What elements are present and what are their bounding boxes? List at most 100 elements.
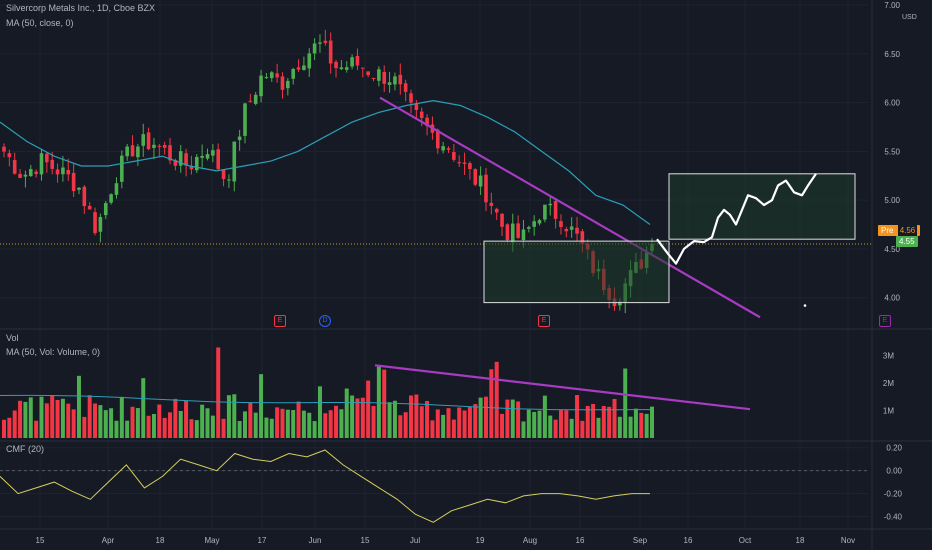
volume-bar — [376, 366, 381, 438]
volume-ma-legend[interactable]: MA (50, Vol: Volume, 0) — [6, 347, 100, 357]
volume-bar — [55, 399, 60, 438]
candle-body — [489, 202, 494, 206]
volume-title[interactable]: Vol — [6, 333, 19, 343]
candle-body — [393, 76, 397, 85]
volume-bar — [483, 396, 488, 438]
volume-ma-line — [0, 394, 650, 411]
x-tick-label: 19 — [476, 536, 485, 545]
volume-bar — [296, 401, 301, 438]
x-tick-label: Apr — [102, 536, 115, 545]
candle-body — [200, 155, 204, 158]
volume-bar — [34, 420, 39, 438]
candle-body — [350, 57, 354, 67]
volume-bar — [141, 378, 146, 438]
volume-tick-label: 3M — [883, 352, 894, 361]
candle-body — [409, 93, 413, 103]
candle-body — [109, 194, 113, 203]
volume-bar — [242, 411, 247, 438]
pre-label: Pre — [881, 226, 894, 235]
candle-body — [377, 69, 381, 81]
candle-body — [312, 43, 317, 54]
volume-bar — [50, 395, 55, 438]
x-tick-label: Oct — [739, 536, 752, 545]
volume-bar — [146, 415, 151, 438]
volume-bar — [189, 419, 194, 438]
symbol-legend[interactable]: Silvercorp Metals Inc., 1D, Cboe BZX — [6, 3, 155, 13]
candle-body — [371, 77, 376, 79]
candle-body — [227, 179, 231, 181]
volume-bar — [553, 419, 558, 438]
candle-body — [500, 213, 504, 227]
volume-bar — [510, 399, 515, 438]
cmf-label[interactable]: CMF (20) — [6, 444, 44, 454]
candle-body — [286, 80, 290, 89]
cmf-line — [0, 449, 650, 523]
volume-bar — [350, 395, 355, 438]
price-trendline — [379, 96, 761, 319]
candle-body — [23, 174, 28, 177]
marker-dot — [803, 304, 807, 307]
volume-bar — [467, 406, 472, 438]
candle-body — [93, 212, 97, 234]
candle-body — [12, 160, 17, 174]
support-box — [483, 240, 670, 304]
candle-body — [366, 71, 370, 76]
candle-body — [211, 150, 215, 156]
candle-body — [275, 73, 279, 78]
volume-bar — [93, 403, 98, 438]
ma-legend[interactable]: MA (50, close, 0) — [6, 18, 74, 28]
volume-bar — [269, 418, 274, 438]
candle-body — [248, 100, 253, 102]
x-tick-label: Jun — [309, 536, 322, 545]
candle-body — [618, 301, 622, 306]
cmf-legend[interactable]: CMF (20) — [6, 444, 44, 454]
candle-body — [302, 65, 306, 70]
volume-bar — [569, 418, 574, 438]
candle-body — [194, 156, 199, 171]
x-tick-label: Jul — [410, 536, 420, 545]
candle-body — [291, 69, 295, 79]
symbol-title[interactable]: Silvercorp Metals Inc., 1D, Cboe BZX — [6, 3, 156, 13]
x-tick-label: 18 — [796, 536, 805, 545]
volume-bar — [446, 408, 451, 438]
volume-bar — [114, 420, 119, 438]
candle-body — [457, 162, 462, 164]
earnings-marker-upcoming[interactable]: E — [879, 315, 891, 327]
volume-bar — [596, 417, 601, 438]
candle-body — [2, 146, 6, 152]
volume-bar — [591, 403, 596, 438]
ma-label[interactable]: MA (50, close, 0) — [6, 18, 74, 28]
volume-bar — [44, 403, 49, 438]
candle-body — [189, 165, 194, 170]
volume-bar — [60, 398, 65, 438]
earnings-marker[interactable]: E — [274, 315, 286, 327]
volume-tick-label: 2M — [883, 379, 894, 388]
volume-bar — [7, 417, 12, 438]
candle-body — [103, 203, 108, 216]
volume-bar — [403, 412, 408, 438]
volume-bar — [558, 409, 563, 438]
candle-body — [243, 103, 247, 136]
volume-bar — [617, 416, 622, 438]
candle-body — [221, 169, 226, 180]
volume-bar — [366, 380, 371, 438]
volume-bar — [200, 404, 205, 438]
volume-bar — [580, 420, 585, 438]
volume-bar — [639, 412, 644, 438]
volume-bar — [409, 395, 414, 438]
candle-body — [280, 76, 285, 90]
volume-bar — [173, 398, 178, 438]
dividend-marker[interactable]: D — [319, 315, 331, 327]
price-tick-label: 6.50 — [884, 50, 900, 59]
candle-body — [425, 117, 429, 126]
volume-ma-label[interactable]: MA (50, Vol: Volume, 0) — [6, 347, 101, 357]
volume-legend[interactable]: Vol — [6, 333, 19, 343]
candle-body — [82, 186, 87, 207]
volume-bar — [612, 398, 617, 438]
volume-bar — [392, 400, 397, 438]
candle-body — [564, 228, 569, 232]
cmf-tick-label: -0.40 — [884, 513, 903, 522]
earnings-marker-aug[interactable]: E — [538, 315, 550, 327]
